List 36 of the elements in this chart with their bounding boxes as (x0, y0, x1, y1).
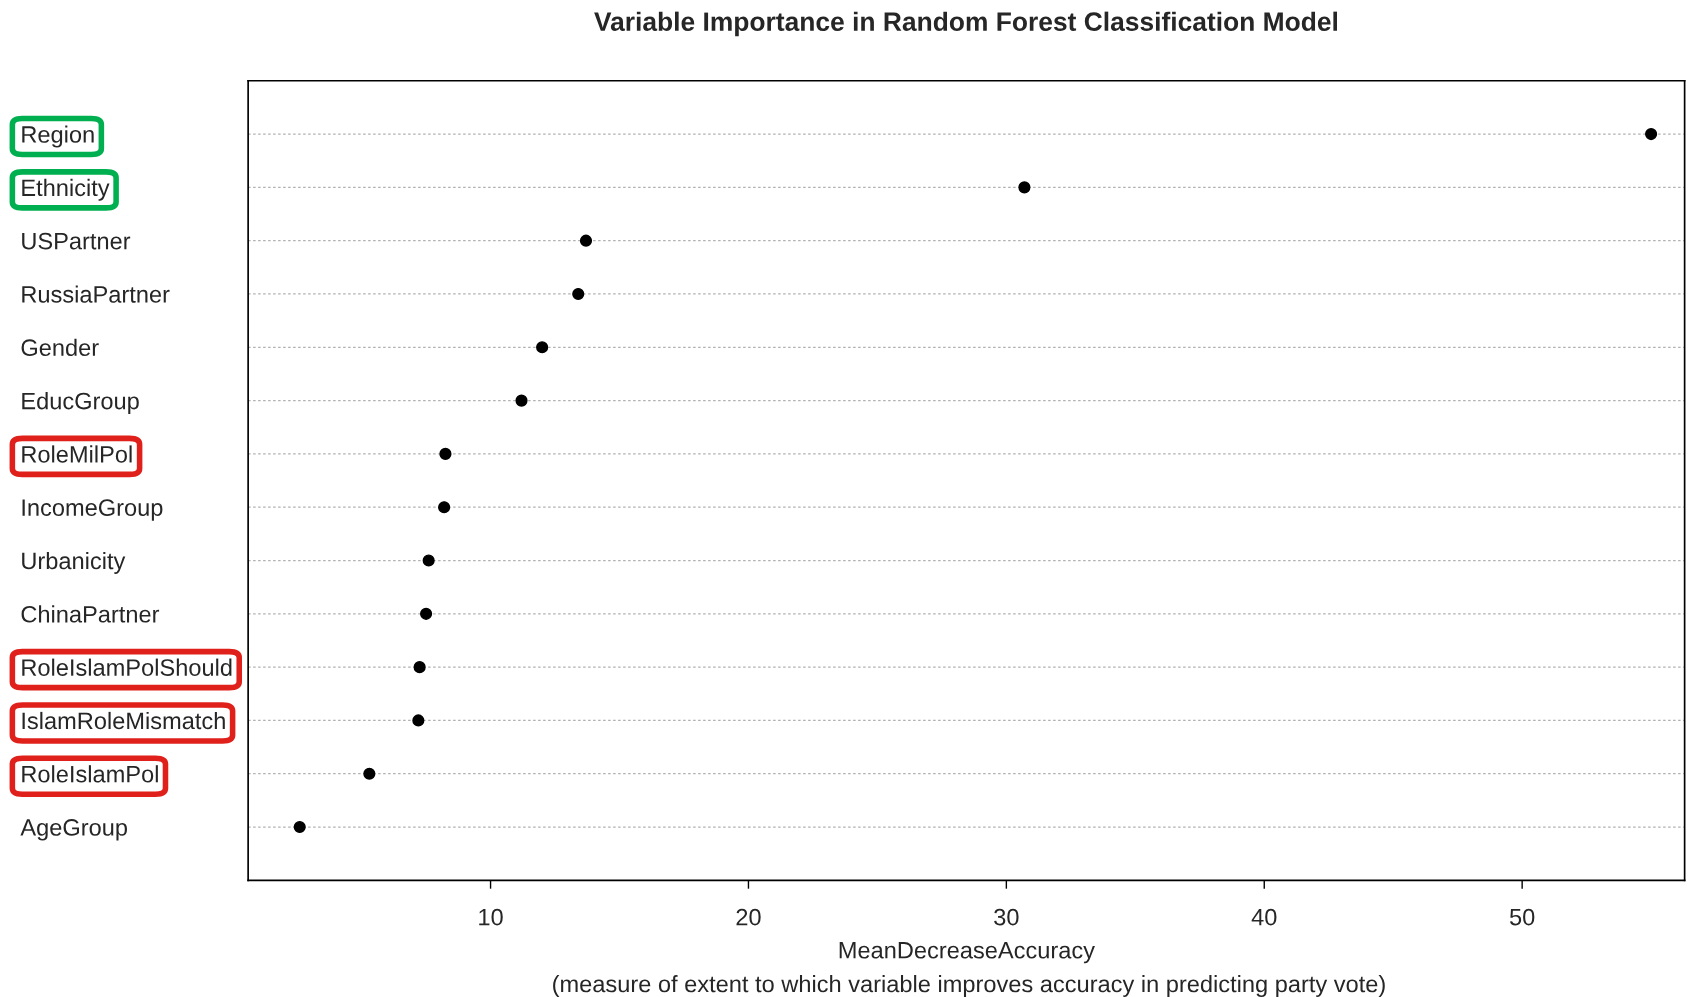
y-tick-label: Ethnicity (22, 178, 110, 201)
y-tick-label: EducGroup (22, 392, 139, 415)
point (420, 607, 433, 620)
y-tick-label: RoleIslamPol (22, 765, 158, 783)
x-tick-label: 30 (994, 908, 1019, 926)
point (536, 341, 549, 354)
point (293, 820, 306, 834)
point (438, 501, 451, 514)
text: (measure of extent to which variable improves accuracy in predicting party vote) (553, 974, 1385, 997)
point (515, 394, 528, 407)
y-tick-label: USPartner (22, 232, 131, 250)
y-tick-label: RoleIslamPolShould (22, 658, 232, 676)
chart-title: Variable Importance in Random Forest Classification Model (594, 11, 1337, 37)
y-tick-label: IncomeGroup (22, 499, 163, 521)
y-tick-label: Urbanicity (22, 551, 126, 574)
y-tick-label: IslamRoleMismatch (22, 711, 225, 730)
x-tick-label: 50 (1509, 908, 1535, 926)
point (422, 554, 435, 567)
y-tick-label: AgeGroup (20, 819, 127, 841)
y-tick-label: Gender (21, 338, 99, 357)
x-tick-label: 20 (736, 908, 761, 926)
y-tick-label: ChinaPartner (21, 605, 160, 623)
x-tick-label: 40 (1251, 908, 1277, 926)
y-tick-label: Region (22, 125, 94, 148)
point (572, 287, 585, 301)
y-tick-label: RussiaPartner (22, 285, 170, 303)
point (1018, 181, 1031, 194)
point (1645, 127, 1658, 141)
x-axis-title: MeanDecreaseAccuracy (839, 942, 1095, 964)
point (413, 661, 426, 674)
point (363, 767, 376, 780)
y-tick-label: RoleMilPol (22, 445, 132, 463)
point (412, 714, 425, 727)
point (579, 234, 593, 247)
point (439, 447, 452, 460)
x-tick-label: 10 (479, 908, 503, 926)
